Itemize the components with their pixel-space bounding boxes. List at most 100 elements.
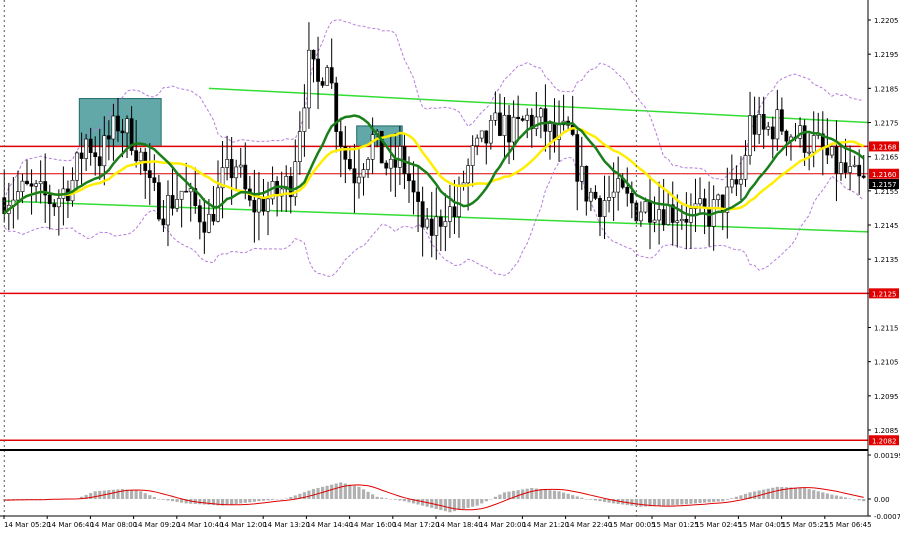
macd-bar — [443, 499, 447, 512]
macd-bar — [566, 493, 570, 499]
macd-bar — [798, 487, 802, 499]
candle — [543, 84, 548, 152]
candle-body — [43, 181, 48, 196]
macd-bar — [325, 485, 329, 499]
candle-body — [243, 164, 248, 190]
candle — [425, 208, 430, 230]
candle-body — [188, 188, 193, 193]
time-tick-label: 14 Mar 08:00 — [90, 521, 137, 529]
macd-bar — [530, 487, 534, 499]
candle-body — [757, 114, 762, 135]
candle-body — [639, 211, 643, 222]
candle-body — [125, 118, 129, 134]
candle — [761, 96, 766, 149]
candle-body — [729, 179, 734, 188]
candle — [848, 145, 852, 191]
candle — [388, 135, 393, 192]
macd-bar — [721, 499, 725, 502]
candle-body — [170, 195, 175, 209]
macd-bar — [839, 496, 843, 499]
candle-body — [761, 114, 766, 130]
candle-body — [752, 115, 757, 135]
candle-body — [429, 218, 434, 236]
candle — [279, 171, 284, 212]
candle-body — [416, 191, 420, 202]
macd-bar — [252, 499, 256, 502]
macd-bar — [416, 499, 420, 505]
candle — [370, 117, 375, 175]
candle-body — [357, 176, 361, 184]
candle — [252, 169, 257, 243]
candle — [598, 195, 602, 237]
price-tick-label: 1.2155 — [874, 188, 899, 196]
candle-body — [825, 147, 830, 156]
candle-body — [670, 204, 675, 223]
candle — [657, 181, 661, 245]
current-price-tag-label: 1.2157 — [872, 181, 897, 189]
candle-body — [848, 166, 852, 173]
candle — [839, 145, 843, 181]
candle-body — [434, 216, 439, 236]
candle-body — [320, 81, 325, 86]
candle — [798, 117, 802, 148]
macd-bar — [116, 489, 120, 499]
candle-body — [548, 123, 552, 132]
candle-body — [538, 108, 543, 118]
time-tick-label: 15 Mar 05:25 — [782, 521, 829, 529]
candle-body — [707, 207, 712, 227]
level-tag-label: 1.2125 — [872, 290, 897, 298]
macd-bar — [539, 489, 543, 499]
macd-bar — [20, 499, 25, 500]
macd-bar — [170, 499, 175, 502]
macd-bar — [270, 499, 275, 500]
candle-body — [798, 125, 802, 139]
macd-bar — [862, 499, 866, 502]
candle-body — [666, 204, 671, 225]
candle — [156, 174, 161, 222]
macd-bar — [471, 499, 475, 507]
candle-body — [775, 109, 780, 140]
candle-body — [484, 130, 489, 144]
candle-body — [852, 164, 857, 167]
candle — [93, 136, 98, 176]
time-tick-label: 14 Mar 09:20 — [134, 521, 181, 529]
level-tag-bg — [869, 288, 899, 299]
candle — [243, 142, 248, 200]
candle — [452, 179, 457, 235]
time-tick-label: 14 Mar 05:20 — [4, 521, 51, 529]
macd-bar — [143, 493, 147, 499]
candle — [29, 169, 34, 215]
macd-bar — [289, 496, 293, 499]
candle — [357, 148, 361, 199]
macd-bar — [816, 491, 820, 499]
candle-body — [398, 146, 402, 168]
candle-body — [329, 67, 334, 84]
macd-bar — [298, 493, 302, 499]
macd-bar — [139, 491, 143, 499]
macd-bar — [716, 499, 720, 502]
macd-bar — [125, 489, 129, 499]
candle — [675, 194, 680, 248]
price-tick-label: 1.2175 — [874, 120, 899, 128]
horizontal-levels — [0, 145, 868, 441]
candle — [479, 130, 484, 143]
candle-body — [84, 138, 89, 159]
macd-bar — [239, 499, 243, 504]
macd-bar — [507, 491, 511, 499]
macd-bar — [575, 496, 579, 499]
macd-bar — [384, 498, 388, 499]
macd-bar — [793, 487, 798, 499]
candle-body — [839, 162, 843, 174]
macd-bar — [234, 499, 238, 504]
candle-body — [116, 115, 120, 132]
candle-body — [102, 135, 107, 167]
macd-bar — [675, 499, 679, 505]
candle-body — [420, 201, 425, 228]
candle — [448, 184, 452, 238]
candle-body — [20, 180, 25, 192]
candle — [384, 160, 389, 176]
macd-bar — [7, 499, 11, 500]
price-tick-label: 1.2095 — [874, 393, 899, 401]
macd-bar — [725, 499, 729, 500]
candle — [588, 187, 593, 212]
